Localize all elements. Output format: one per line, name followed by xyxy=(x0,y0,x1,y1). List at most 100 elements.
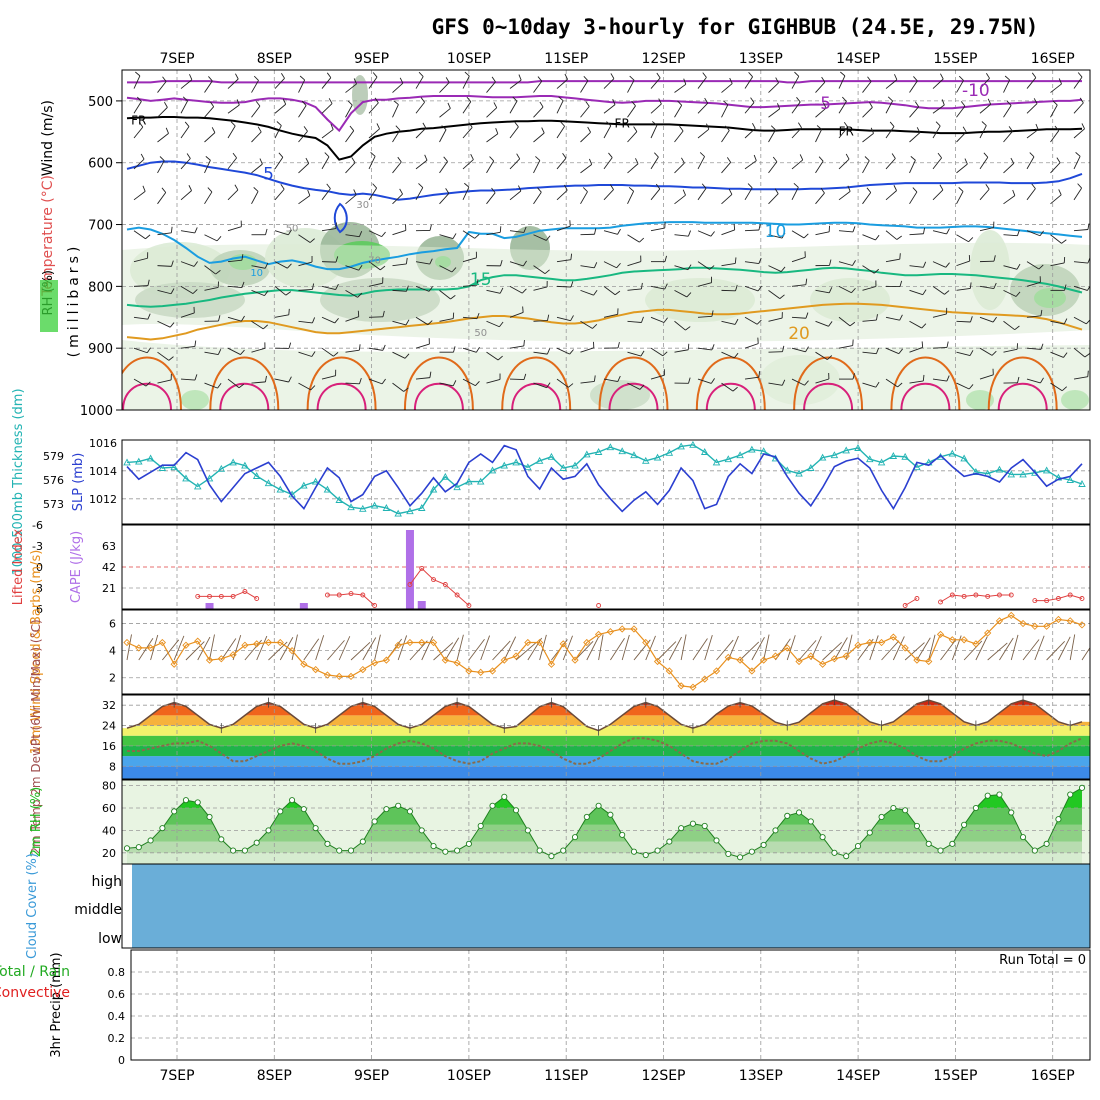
barb-feather xyxy=(728,188,733,195)
wind-barb xyxy=(321,256,339,263)
wind-barb xyxy=(979,184,990,201)
thickness-marker xyxy=(347,503,355,511)
barb-staff xyxy=(392,129,401,143)
thickness-marker xyxy=(877,458,886,466)
wind-barb xyxy=(580,320,598,329)
wind-marker xyxy=(795,657,803,666)
wind-barb xyxy=(509,153,521,170)
barb-staff xyxy=(439,193,450,205)
contour-label: FR xyxy=(131,113,146,127)
wind-marker xyxy=(807,652,815,660)
wind-barb xyxy=(227,281,245,289)
wind-marker xyxy=(276,638,284,647)
barb-feather xyxy=(639,384,645,390)
barb-staff xyxy=(932,285,945,295)
wind-barb xyxy=(1003,289,1021,297)
thickness-marker xyxy=(1078,480,1086,487)
barb-staff xyxy=(1003,163,1015,174)
rh-marker xyxy=(182,797,190,804)
wind-marker xyxy=(842,652,850,660)
wind-barb xyxy=(439,312,455,322)
barb-feather xyxy=(780,266,786,272)
barb-feather xyxy=(452,233,457,239)
barb-feather xyxy=(658,98,662,105)
barb-feather xyxy=(664,255,667,262)
isotherm-diurnal xyxy=(705,382,756,410)
barb-feather xyxy=(653,152,659,158)
wind-barb xyxy=(862,127,874,143)
thickness-marker xyxy=(842,446,850,454)
barb-staff xyxy=(462,257,477,263)
barb-feather xyxy=(923,227,926,234)
barb-feather xyxy=(921,341,924,348)
barb-staff xyxy=(1050,351,1064,358)
barb-feather xyxy=(570,315,574,321)
wind-barb xyxy=(885,280,903,288)
barb-feather xyxy=(985,184,990,190)
rh-marker xyxy=(135,844,142,851)
barb-feather xyxy=(969,282,972,289)
surface-barb xyxy=(527,637,543,661)
barb-feather xyxy=(964,158,968,165)
barb-feather xyxy=(1058,189,1062,196)
thickness-marker xyxy=(335,496,343,503)
barb-feather xyxy=(935,121,941,127)
barb-staff xyxy=(956,260,970,267)
y-tick-temp: 24 xyxy=(102,720,116,733)
wind-barb xyxy=(885,185,897,201)
barb-staff xyxy=(744,316,758,325)
wind-barb xyxy=(932,184,944,201)
barb-feather xyxy=(241,254,244,261)
wind-barb xyxy=(251,262,269,269)
barb-feather xyxy=(944,290,950,295)
wind-marker xyxy=(972,640,980,648)
barb-staff xyxy=(768,82,779,93)
barb-feather xyxy=(664,283,668,290)
barb-feather xyxy=(593,289,598,296)
barb-feather xyxy=(497,355,503,361)
wind-barb xyxy=(157,187,167,205)
wind-barb xyxy=(533,101,544,118)
surface-barb xyxy=(515,642,536,661)
barb-feather xyxy=(264,290,269,296)
wind-barb xyxy=(180,121,190,139)
barb-staff xyxy=(627,79,635,93)
rh-shading xyxy=(122,75,1090,410)
wind-barb xyxy=(157,127,169,143)
thickness-marker xyxy=(300,481,308,489)
barb-feather xyxy=(1031,183,1036,189)
wind-barb xyxy=(674,78,687,93)
y-tick-pressure: 700 xyxy=(88,219,113,234)
wind-barb xyxy=(791,122,802,139)
wind-barb xyxy=(227,254,244,263)
barb-staff xyxy=(204,287,219,291)
barb-staff xyxy=(486,320,500,328)
wind-barb xyxy=(533,348,551,355)
barb-staff xyxy=(697,282,712,287)
barb-staff xyxy=(721,263,736,267)
rh-marker xyxy=(406,808,414,815)
surface-barb xyxy=(786,635,796,661)
wind-barbs xyxy=(133,71,1090,392)
wind-barb xyxy=(204,127,216,143)
rh-marker xyxy=(583,813,590,821)
barb-feather xyxy=(372,72,378,78)
barb-feather xyxy=(476,279,479,286)
wind-barb xyxy=(932,307,948,318)
barb-staff xyxy=(133,126,144,139)
barb-feather xyxy=(278,152,284,158)
barb-staff xyxy=(486,192,496,205)
barb-staff xyxy=(744,229,760,232)
wind-barb xyxy=(815,156,824,174)
thickness-marker xyxy=(866,455,874,463)
barb-feather xyxy=(287,263,292,269)
contour-label: 20 xyxy=(788,324,810,344)
isotherm-diurnal xyxy=(997,382,1048,410)
barb-staff xyxy=(1026,347,1041,350)
upper-air-frame xyxy=(121,69,1091,411)
wind-barb xyxy=(556,96,564,114)
barb-staff xyxy=(1050,104,1058,118)
barb-staff xyxy=(298,79,306,93)
barb-staff xyxy=(251,191,259,205)
wind-barb xyxy=(815,320,833,327)
